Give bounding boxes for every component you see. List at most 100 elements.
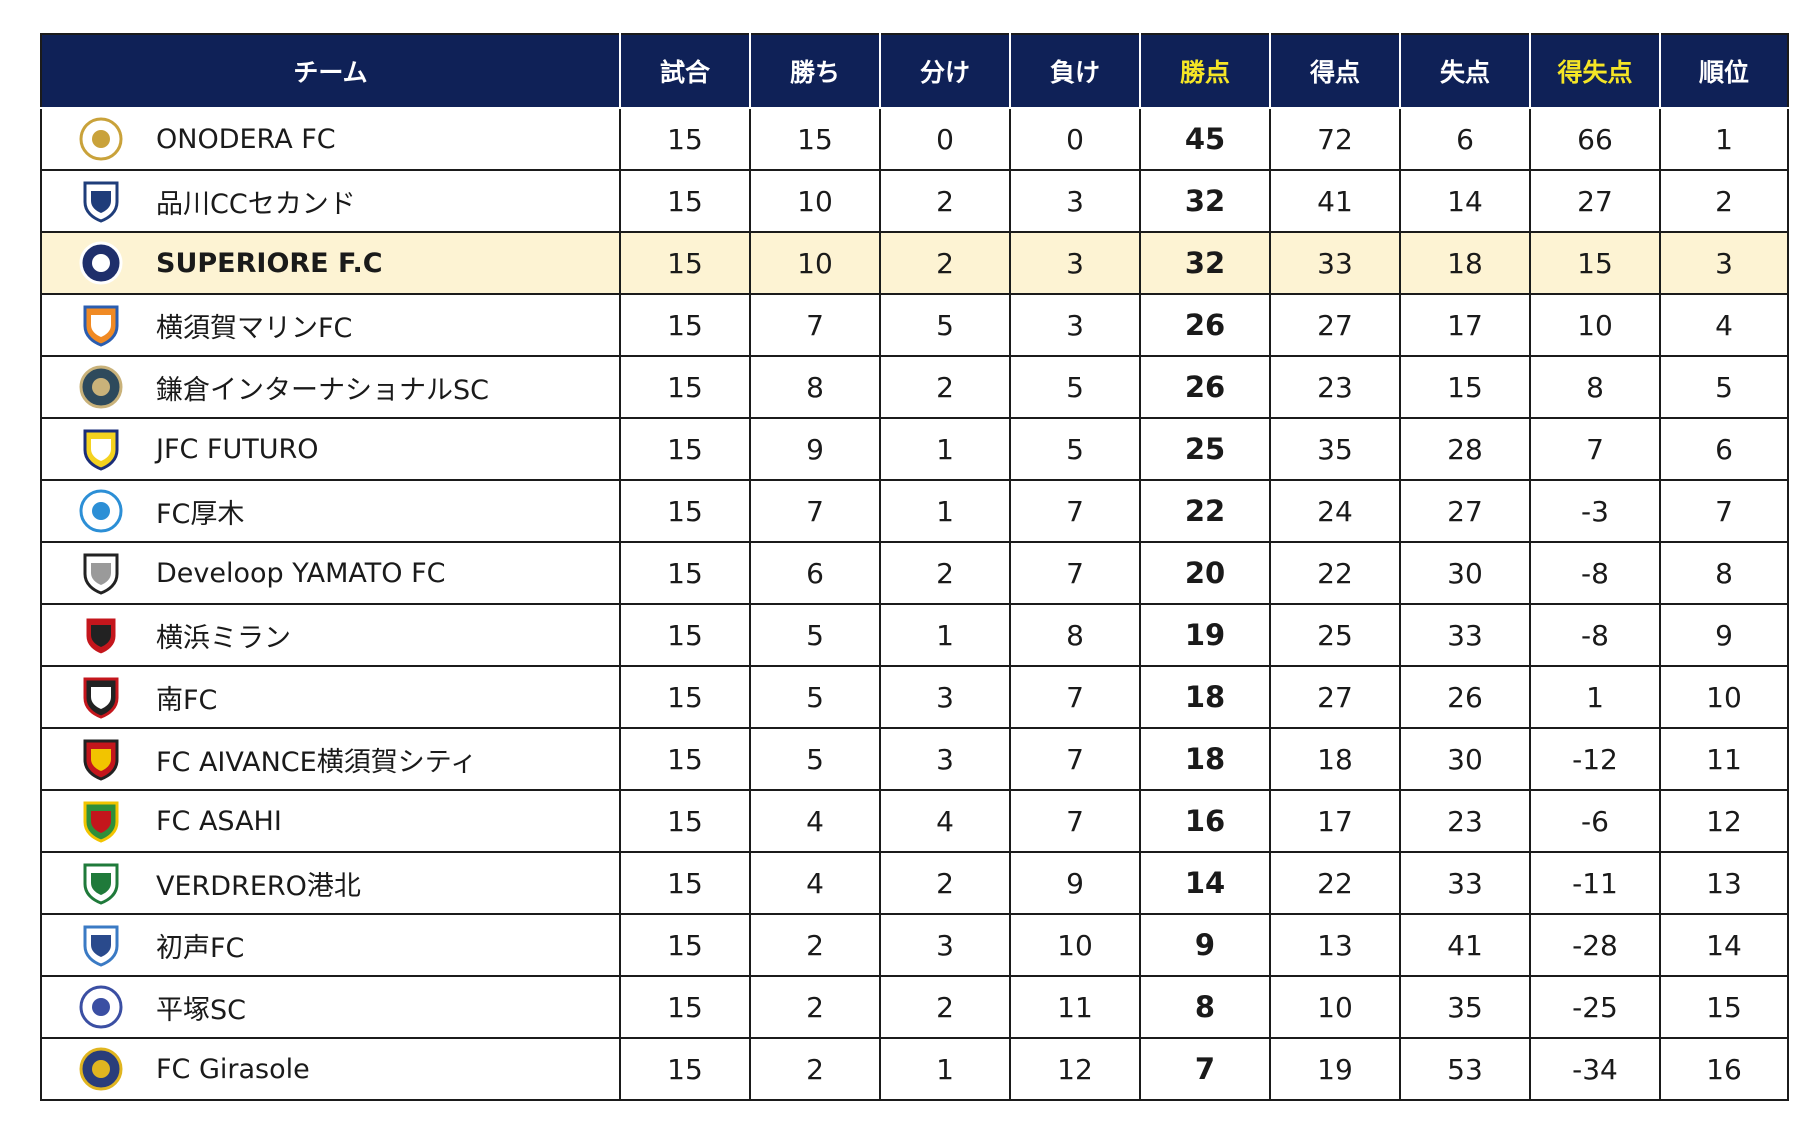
team-cell: JFC FUTURO (40, 417, 621, 481)
points-cell: 7 (1139, 1037, 1271, 1101)
wins-cell: 6 (749, 541, 881, 605)
played-cell: 15 (619, 603, 751, 667)
header-team: チーム (40, 33, 621, 109)
goals-for-cell: 33 (1269, 231, 1401, 295)
goal-diff-cell: -8 (1529, 603, 1661, 667)
goals-against-cell: 18 (1399, 231, 1531, 295)
goals-for-cell: 41 (1269, 169, 1401, 233)
draws-cell: 2 (879, 541, 1011, 605)
losses-cell: 3 (1009, 231, 1141, 295)
team-name: FC ASAHI (156, 805, 282, 837)
goals-against-cell: 33 (1399, 851, 1531, 915)
wins-cell: 4 (749, 789, 881, 853)
team-row: 横須賀マリンFC 15 7 5 3 26 27 17 10 4 (40, 293, 1789, 357)
goal-diff-cell: 66 (1529, 107, 1661, 171)
header-goals-for: 得点 (1269, 33, 1401, 109)
goal-diff-cell: -11 (1529, 851, 1661, 915)
goals-for-cell: 24 (1269, 479, 1401, 543)
fc-aivance-crest-icon (76, 734, 126, 784)
team-name: FC Girasole (156, 1053, 310, 1085)
goals-against-cell: 33 (1399, 603, 1531, 667)
wins-cell: 4 (749, 851, 881, 915)
goals-for-cell: 17 (1269, 789, 1401, 853)
wins-cell: 7 (749, 293, 881, 357)
header-wins: 勝ち (749, 33, 881, 109)
rank-cell: 14 (1659, 913, 1789, 977)
rank-cell: 11 (1659, 727, 1789, 791)
team-cell: ONODERA FC (40, 107, 621, 171)
rank-cell: 4 (1659, 293, 1789, 357)
losses-cell: 7 (1009, 727, 1141, 791)
rank-cell: 6 (1659, 417, 1789, 481)
team-name: 初声FC (156, 932, 245, 964)
wins-cell: 5 (749, 665, 881, 729)
header-points: 勝点 (1139, 33, 1271, 109)
team-cell: 横須賀マリンFC (40, 293, 621, 357)
header-draws: 分け (879, 33, 1011, 109)
team-row: FC Girasole 15 2 1 12 7 19 53 -34 16 (40, 1037, 1789, 1101)
team-row: FC厚木 15 7 1 7 22 24 27 -3 7 (40, 479, 1789, 543)
team-row: 鎌倉インターナショナルSC 15 8 2 5 26 23 15 8 5 (40, 355, 1789, 419)
draws-cell: 5 (879, 293, 1011, 357)
team-row: 横浜ミラン 15 5 1 8 19 25 33 -8 9 (40, 603, 1789, 667)
rank-cell: 10 (1659, 665, 1789, 729)
standings-table: チーム 試合 勝ち 分け 負け 勝点 得点 失点 得失点 順位 ONODERA … (40, 33, 1789, 1101)
losses-cell: 0 (1009, 107, 1141, 171)
team-name: JFC FUTURO (156, 433, 319, 465)
points-cell: 32 (1139, 169, 1271, 233)
shinagawa-cc-crest-icon (76, 176, 126, 226)
goals-for-cell: 18 (1269, 727, 1401, 791)
team-cell: FC ASAHI (40, 789, 621, 853)
team-name: 横須賀マリンFC (156, 312, 353, 344)
goal-diff-cell: 27 (1529, 169, 1661, 233)
points-cell: 32 (1139, 231, 1271, 295)
points-cell: 18 (1139, 727, 1271, 791)
losses-cell: 7 (1009, 665, 1141, 729)
points-cell: 14 (1139, 851, 1271, 915)
team-cell: FC AIVANCE横須賀シティ (40, 727, 621, 791)
wins-cell: 2 (749, 913, 881, 977)
losses-cell: 3 (1009, 169, 1141, 233)
played-cell: 15 (619, 975, 751, 1039)
draws-cell: 3 (879, 665, 1011, 729)
points-cell: 18 (1139, 665, 1271, 729)
played-cell: 15 (619, 789, 751, 853)
points-cell: 26 (1139, 355, 1271, 419)
team-cell: 初声FC (40, 913, 621, 977)
goals-against-cell: 14 (1399, 169, 1531, 233)
superiore-crest-icon (76, 238, 126, 288)
team-cell: VERDRERO港北 (40, 851, 621, 915)
played-cell: 15 (619, 1037, 751, 1101)
goal-diff-cell: -12 (1529, 727, 1661, 791)
goals-for-cell: 10 (1269, 975, 1401, 1039)
team-row: VERDRERO港北 15 4 2 9 14 22 33 -11 13 (40, 851, 1789, 915)
goals-for-cell: 19 (1269, 1037, 1401, 1101)
losses-cell: 7 (1009, 541, 1141, 605)
goals-against-cell: 15 (1399, 355, 1531, 419)
jfc-futuro-crest-icon (76, 424, 126, 474)
header-goals-against: 失点 (1399, 33, 1531, 109)
team-cell: 鎌倉インターナショナルSC (40, 355, 621, 419)
draws-cell: 3 (879, 913, 1011, 977)
goal-diff-cell: -6 (1529, 789, 1661, 853)
yokosuka-marine-crest-icon (76, 300, 126, 350)
played-cell: 15 (619, 293, 751, 357)
kamakura-international-crest-icon (76, 362, 126, 412)
points-cell: 8 (1139, 975, 1271, 1039)
team-row: FC AIVANCE横須賀シティ 15 5 3 7 18 18 30 -12 11 (40, 727, 1789, 791)
goal-diff-cell: -3 (1529, 479, 1661, 543)
hiratsuka-sc-crest-icon (76, 982, 126, 1032)
goal-diff-cell: 15 (1529, 231, 1661, 295)
goal-diff-cell: -25 (1529, 975, 1661, 1039)
losses-cell: 5 (1009, 417, 1141, 481)
team-row: Develoop YAMATO FC 15 6 2 7 20 22 30 -8 8 (40, 541, 1789, 605)
minami-fc-crest-icon (76, 672, 126, 722)
played-cell: 15 (619, 417, 751, 481)
points-cell: 45 (1139, 107, 1271, 171)
goals-for-cell: 13 (1269, 913, 1401, 977)
losses-cell: 12 (1009, 1037, 1141, 1101)
goals-against-cell: 30 (1399, 727, 1531, 791)
losses-cell: 7 (1009, 789, 1141, 853)
team-cell: Develoop YAMATO FC (40, 541, 621, 605)
rank-cell: 8 (1659, 541, 1789, 605)
